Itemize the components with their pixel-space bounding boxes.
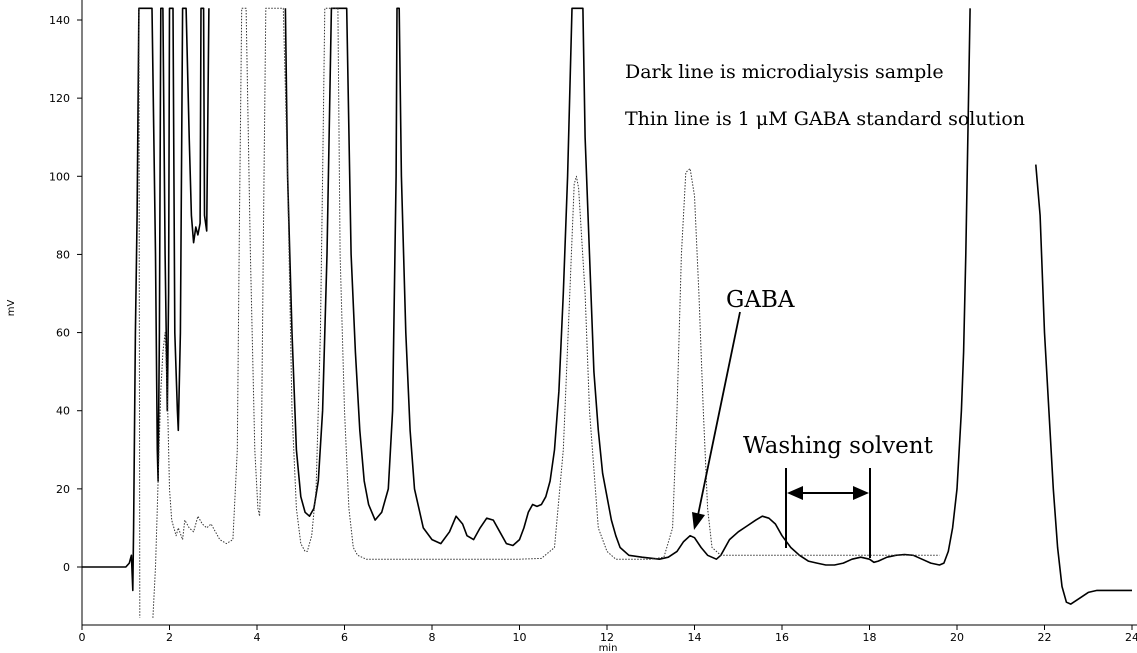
sample-trace-line xyxy=(82,7,210,592)
y-tick-label: 20 xyxy=(56,483,70,496)
gaba-arrow xyxy=(696,311,741,521)
standard-trace-line xyxy=(138,8,141,618)
x-tick-label: 2 xyxy=(166,631,173,644)
standard-trace-line xyxy=(152,7,940,618)
gaba-arrowhead xyxy=(692,512,705,530)
y-tick-label: 0 xyxy=(63,561,70,574)
sample-trace-line xyxy=(1035,164,1132,605)
y-ticks: 0 20 40 60 80 100 120 140 xyxy=(49,14,82,574)
x-tick-label: 16 xyxy=(775,631,789,644)
series-layer xyxy=(82,7,1132,618)
x-tick-label: 24 xyxy=(1125,631,1137,644)
x-tick-label: 10 xyxy=(513,631,527,644)
y-tick-label: 80 xyxy=(56,248,70,261)
x-tick-label: 20 xyxy=(950,631,964,644)
x-axis-title: min xyxy=(599,643,618,653)
y-tick-label: 140 xyxy=(49,14,70,27)
sample-trace-line xyxy=(284,7,971,566)
x-ticks: 0 2 4 6 8 10 12 14 16 18 20 22 24 xyxy=(79,625,1137,644)
gaba-label: GABA xyxy=(726,287,795,313)
washing-arrowhead-right xyxy=(853,486,869,500)
y-tick-label: 120 xyxy=(49,92,70,105)
x-tick-label: 6 xyxy=(341,631,348,644)
y-tick-label: 60 xyxy=(56,327,70,340)
x-tick-label: 14 xyxy=(688,631,702,644)
washing-solvent-label: Washing solvent xyxy=(743,433,934,459)
y-tick-label: 100 xyxy=(49,170,70,183)
x-tick-label: 22 xyxy=(1038,631,1052,644)
x-tick-label: 18 xyxy=(863,631,877,644)
x-tick-label: 12 xyxy=(600,631,614,644)
x-tick-label: 8 xyxy=(429,631,436,644)
x-tick-label: 0 xyxy=(79,631,86,644)
y-axis-title: mV xyxy=(6,300,17,317)
legend-annotation-dark-line: Dark line is microdialysis sample xyxy=(625,61,944,83)
legend-annotation-thin-line: Thin line is 1 μM GABA standard solution xyxy=(625,108,1025,130)
x-tick-label: 4 xyxy=(254,631,261,644)
washing-arrowhead-left xyxy=(787,486,803,500)
y-tick-label: 40 xyxy=(56,405,70,418)
